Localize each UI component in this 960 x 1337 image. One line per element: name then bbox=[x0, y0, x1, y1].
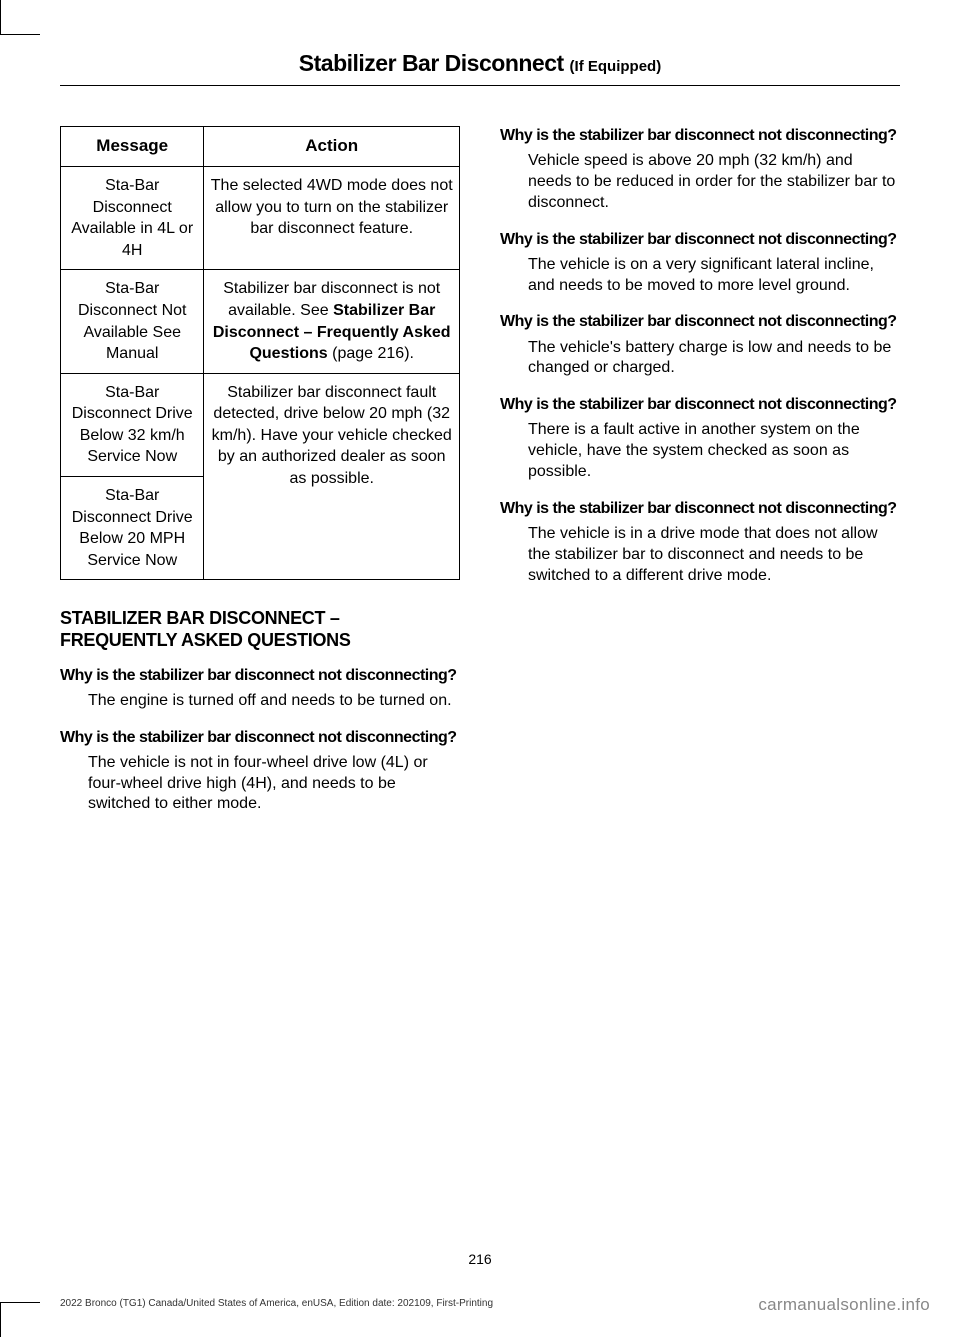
section-heading: STABILIZER BAR DISCONNECT – FREQUENTLY A… bbox=[60, 608, 460, 651]
faq-item: Why is the stabilizer bar disconnect not… bbox=[60, 666, 460, 712]
page-header: Stabilizer Bar Disconnect (If Equipped) bbox=[60, 50, 900, 86]
faq-answer: The vehicle is on a very significant lat… bbox=[528, 255, 900, 297]
faq-item: Why is the stabilizer bar disconnect not… bbox=[500, 395, 900, 483]
table-cell-message: Sta-Bar Disconnect Drive Below 32 km/h S… bbox=[61, 373, 204, 476]
table-cell-message: Sta-Bar Disconnect Drive Below 20 MPH Se… bbox=[61, 477, 204, 580]
faq-question: Why is the stabilizer bar disconnect not… bbox=[500, 395, 900, 414]
faq-item: Why is the stabilizer bar disconnect not… bbox=[500, 230, 900, 297]
table-cell-action: The selected 4WD mode does not allow you… bbox=[204, 166, 460, 269]
faq-answer: The vehicle's battery charge is low and … bbox=[528, 338, 900, 380]
table-header-action: Action bbox=[204, 127, 460, 167]
header-subtitle: (If Equipped) bbox=[570, 58, 662, 75]
faq-question: Why is the stabilizer bar disconnect not… bbox=[500, 126, 900, 145]
faq-answer: The vehicle is in a drive mode that does… bbox=[528, 524, 900, 586]
table-cell-action: Stabilizer bar disconnect is not availab… bbox=[204, 270, 460, 373]
message-action-table: Message Action Sta-Bar Disconnect Availa… bbox=[60, 126, 460, 580]
faq-question: Why is the stabilizer bar disconnect not… bbox=[60, 666, 460, 685]
page-number: 216 bbox=[468, 1251, 491, 1267]
table-row: Sta-Bar Disconnect Drive Below 32 km/h S… bbox=[61, 373, 460, 476]
faq-answer: There is a fault active in another syste… bbox=[528, 420, 900, 482]
right-column: Why is the stabilizer bar disconnect not… bbox=[500, 126, 900, 831]
faq-answer: The vehicle is not in four-wheel drive l… bbox=[88, 753, 460, 815]
faq-item: Why is the stabilizer bar disconnect not… bbox=[500, 499, 900, 587]
table-cell-message: Sta-Bar Disconnect Available in 4L or 4H bbox=[61, 166, 204, 269]
faq-question: Why is the stabilizer bar disconnect not… bbox=[60, 728, 460, 747]
faq-answer: The engine is turned off and needs to be… bbox=[88, 691, 460, 712]
faq-item: Why is the stabilizer bar disconnect not… bbox=[500, 312, 900, 379]
faq-question: Why is the stabilizer bar disconnect not… bbox=[500, 499, 900, 518]
faq-question: Why is the stabilizer bar disconnect not… bbox=[500, 312, 900, 331]
content-columns: Message Action Sta-Bar Disconnect Availa… bbox=[60, 126, 900, 831]
table-cell-action: Stabilizer bar disconnect fault detected… bbox=[204, 373, 460, 580]
table-header-message: Message bbox=[61, 127, 204, 167]
footer-publication-info: 2022 Bronco (TG1) Canada/United States o… bbox=[60, 1298, 493, 1309]
faq-answer: Vehicle speed is above 20 mph (32 km/h) … bbox=[528, 151, 900, 213]
page-container: Stabilizer Bar Disconnect (If Equipped) … bbox=[0, 0, 960, 1337]
faq-item: Why is the stabilizer bar disconnect not… bbox=[60, 728, 460, 816]
left-column: Message Action Sta-Bar Disconnect Availa… bbox=[60, 126, 460, 831]
table-cell-message: Sta-Bar Disconnect Not Available See Man… bbox=[61, 270, 204, 373]
table-row: Sta-Bar Disconnect Not Available See Man… bbox=[61, 270, 460, 373]
header-title: Stabilizer Bar Disconnect bbox=[299, 50, 570, 76]
faq-question: Why is the stabilizer bar disconnect not… bbox=[500, 230, 900, 249]
table-row: Sta-Bar Disconnect Available in 4L or 4H… bbox=[61, 166, 460, 269]
footer-watermark: carmanualsonline.info bbox=[758, 1295, 930, 1315]
faq-item: Why is the stabilizer bar disconnect not… bbox=[500, 126, 900, 214]
